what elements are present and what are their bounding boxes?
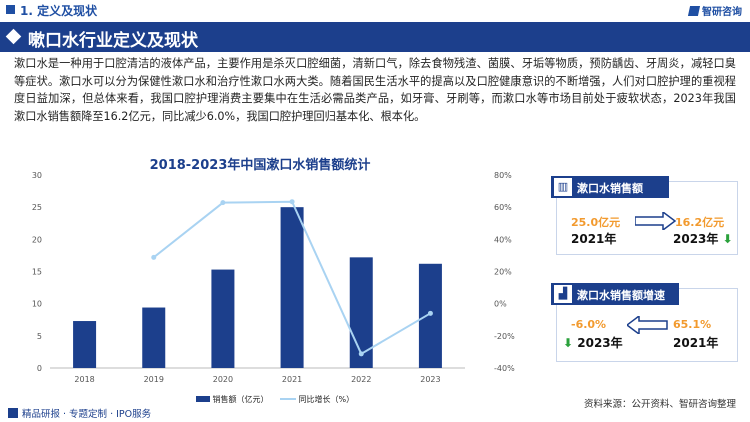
card-growth-left-year: ⬇ 2023年 xyxy=(563,334,623,351)
y-left-tick-label: 0 xyxy=(37,364,42,373)
bar-2018 xyxy=(73,321,97,368)
card-growth-header: ▟ 漱口水销售额增速 xyxy=(551,283,679,305)
down-arrow-icon: ⬇ xyxy=(563,336,574,350)
card-growth-right-value: 65.1% xyxy=(673,318,712,331)
brand-logo: 智研咨询 xyxy=(687,3,742,18)
card-growth-left-year-text: 2023年 xyxy=(577,336,623,350)
y-left-tick-label: 20 xyxy=(32,235,42,244)
bar-2023 xyxy=(418,263,442,368)
y-right-tick-label: 80% xyxy=(494,171,512,180)
legend-line: 同比增长（%） xyxy=(280,394,354,405)
bar-2021 xyxy=(280,207,304,368)
card-sales-right-value: 16.2亿元 xyxy=(675,216,725,229)
left-arrow-icon xyxy=(627,316,668,334)
card-sales-left-year: 2021年 xyxy=(571,232,617,246)
diamond-icon xyxy=(5,28,22,45)
y-right-tick-label: -20% xyxy=(494,332,515,341)
brand-mark-icon xyxy=(687,6,701,16)
y-right-tick-label: 20% xyxy=(494,268,512,277)
sales-chart: 0 5 10 15 20 25 30 -40% -20% 0% 20% 40% 60% 80% 2018 20… xyxy=(32,171,515,384)
bar-chart-icon: ▥ xyxy=(554,178,572,196)
report-icon xyxy=(8,408,18,418)
y-right-tick-label: 40% xyxy=(494,235,512,244)
section-marker-icon xyxy=(6,5,15,14)
growth-point-2023 xyxy=(427,310,433,316)
card-sales-header: ▥ 漱口水销售额 xyxy=(551,176,669,198)
x-tick-label: 2019 xyxy=(144,375,164,384)
footer-services: 精品研报 · 专题定制 · IPO服务 xyxy=(8,406,151,420)
legend-bar: 销售额（亿元） xyxy=(196,394,269,405)
x-tick-label: 2021 xyxy=(282,375,302,384)
x-tick-label: 2018 xyxy=(74,375,94,384)
legend-bar-label: 销售额（亿元） xyxy=(212,395,269,404)
y-right-tick-label: -40% xyxy=(494,364,515,373)
growth-point-2019 xyxy=(151,254,157,260)
top-bar: 1. 定义及现状 智研咨询 xyxy=(0,0,750,22)
intro-paragraph: 漱口水是一种用于口腔清洁的液体产品，主要作用是杀灭口腔细菌，清新口气，除去食物残… xyxy=(14,57,736,123)
banner-title: 嗽口水行业定义及现状 xyxy=(28,31,198,51)
card-sales-left-value: 25.0亿元 xyxy=(571,216,621,229)
y-right-tick-label: 0% xyxy=(494,300,507,309)
y-left-tick-label: 5 xyxy=(37,332,42,341)
right-arrow-icon xyxy=(635,212,677,230)
y-left-tick-label: 15 xyxy=(32,268,42,277)
trend-chart-icon: ▟ xyxy=(554,285,572,303)
card-growth-right-year: 2021年 xyxy=(673,336,719,350)
y-left-tick-label: 10 xyxy=(32,300,42,309)
bar-2020 xyxy=(211,269,235,368)
x-tick-label: 2020 xyxy=(213,375,233,384)
y-left-tick-label: 30 xyxy=(32,171,42,180)
growth-point-2020 xyxy=(220,200,226,206)
growth-point-2021 xyxy=(289,199,295,205)
brand-name: 智研咨询 xyxy=(702,7,742,18)
card-growth: ▟ 漱口水销售额增速 -6.0% ⬇ 2023年 65.1% 2021年 xyxy=(551,283,738,362)
card-sales-right-year-text: 2023年 xyxy=(673,232,719,246)
card-growth-title: 漱口水销售额增速 xyxy=(577,289,665,302)
footer-services-text: 精品研报 · 专题定制 · IPO服务 xyxy=(22,409,152,420)
section-title: 1. 定义及现状 xyxy=(20,4,98,18)
card-sales: ▥ 漱口水销售额 25.0亿元 2021年 16.2亿元 2023年 ⬇ xyxy=(551,176,738,255)
legend-bar-swatch xyxy=(196,396,210,402)
legend-line-swatch xyxy=(280,398,296,400)
card-sales-title: 漱口水销售额 xyxy=(577,182,643,195)
down-arrow-icon: ⬇ xyxy=(722,232,733,246)
card-growth-left-value: -6.0% xyxy=(571,318,607,331)
card-sales-right-year: 2023年 ⬇ xyxy=(673,230,733,247)
x-tick-label: 2023 xyxy=(420,375,440,384)
y-right-tick-label: 60% xyxy=(494,203,512,212)
bar-2019 xyxy=(142,307,166,368)
title-banner: 嗽口水行业定义及现状 xyxy=(0,22,750,52)
x-tick-label: 2022 xyxy=(351,375,371,384)
footer-source: 资料来源：公开资料、智研咨询整理 xyxy=(583,399,736,410)
y-left-tick-label: 25 xyxy=(32,203,42,212)
chart-title: 2018-2023年中国漱口水销售额统计 xyxy=(149,158,371,173)
growth-point-2022 xyxy=(358,351,364,357)
legend-line-label: 同比增长（%） xyxy=(298,395,355,404)
